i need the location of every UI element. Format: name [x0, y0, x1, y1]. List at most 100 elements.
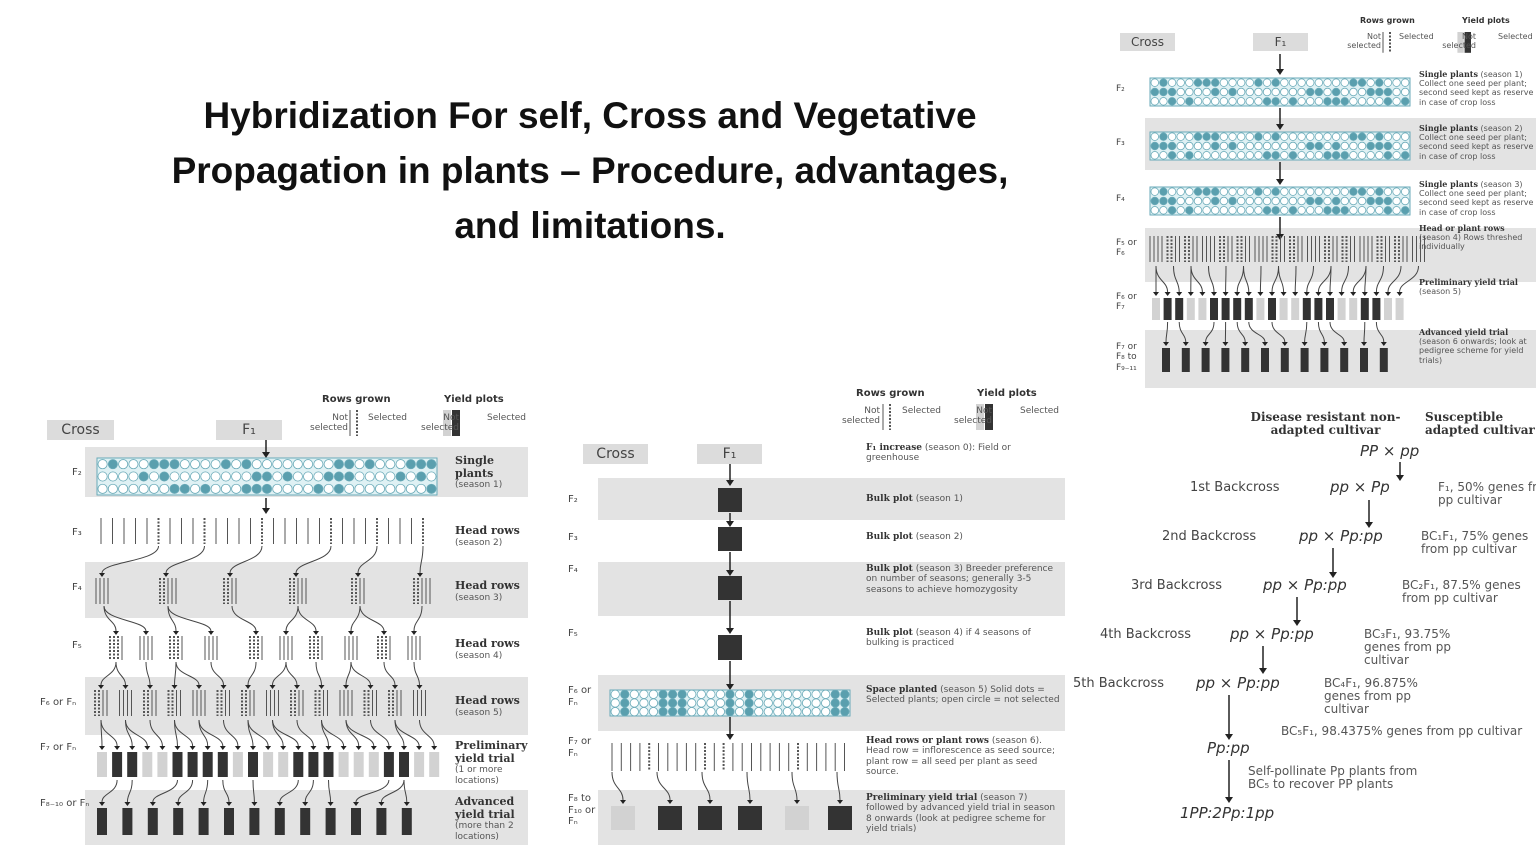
selection-curve — [701, 771, 711, 801]
selected-yield-plot — [1302, 298, 1311, 320]
unselected-plant-dot — [1314, 132, 1324, 141]
selected-yield-plot — [828, 806, 852, 830]
cross-box: Cross — [583, 444, 648, 464]
arrow-head — [417, 573, 423, 577]
unselected-plant-dot — [138, 459, 149, 470]
unselected-plant-dot — [1400, 87, 1410, 97]
unselected-yield-plot — [414, 752, 425, 777]
arrow-head — [1153, 292, 1159, 296]
selected-plant-dot — [1271, 187, 1280, 196]
unselected-plant-dot — [1236, 151, 1246, 160]
unselected-yield-plot — [429, 752, 440, 777]
selected-plant-dot — [725, 707, 735, 717]
unselected-plant-dot — [1193, 97, 1203, 106]
unselected-plant-dot — [1176, 87, 1185, 97]
selection-curve — [198, 719, 224, 747]
unselected-plant-dot — [251, 459, 262, 470]
unselected-plant-dot — [385, 459, 396, 470]
unselected-plant-dot — [1297, 87, 1306, 97]
unselected-plant-dot — [773, 689, 783, 699]
selection-curve — [1173, 265, 1180, 293]
arrow-head — [251, 802, 258, 806]
unselected-plant-dot — [696, 707, 706, 717]
legend-yield-plots: Yield plots — [444, 394, 504, 405]
selected-plant-dot — [667, 707, 678, 717]
arrow-head — [1396, 292, 1403, 296]
arrow-head — [794, 800, 800, 804]
unselected-plant-dot — [1366, 78, 1375, 87]
unselected-plant-dot — [1314, 206, 1324, 215]
backcross-step-name: 1st Backcross — [1190, 480, 1280, 495]
selected-plant-dot — [1167, 87, 1177, 97]
unselected-plant-dot — [1306, 78, 1315, 87]
unselected-plant-dot — [1349, 151, 1358, 160]
unselected-plant-dot — [1349, 97, 1358, 106]
selection-curve — [1243, 265, 1250, 293]
unselected-plant-dot — [272, 471, 283, 482]
unselected-plant-dot — [1219, 132, 1229, 141]
arrow-head — [1276, 69, 1284, 75]
unselected-plant-dot — [1228, 132, 1237, 141]
arrow-head — [401, 746, 407, 750]
arrow-head — [1242, 342, 1249, 346]
unselected-plant-dot — [1236, 97, 1246, 106]
arrow-head — [174, 746, 181, 750]
unselected-plant-dot — [792, 707, 802, 717]
stage-label: Head rows or plant rows (season 6). Head… — [866, 736, 1055, 778]
unselected-plant-dot — [354, 459, 365, 470]
selection-curve — [746, 771, 751, 801]
unselected-plant-dot — [706, 707, 716, 717]
arrow-head — [1187, 292, 1194, 296]
arrow-head — [1199, 292, 1206, 296]
unselected-plant-dot — [1254, 141, 1263, 151]
selected-yield-plot — [718, 576, 742, 600]
arrow-head — [200, 802, 207, 806]
selected-yield-plot — [1340, 348, 1349, 372]
generation-label: F₅ — [72, 640, 82, 651]
selection-curve — [350, 605, 361, 632]
unselected-plant-dot — [1280, 97, 1289, 106]
selection-curve — [272, 719, 299, 747]
unselected-yield-plot — [353, 752, 364, 777]
generation-label: F₈₋₁₀ or Fₙ — [40, 798, 90, 809]
selection-curve — [279, 779, 299, 803]
unselected-plant-dot — [1340, 78, 1349, 87]
unselected-plant-dot — [323, 483, 334, 494]
unselected-plant-dot — [706, 689, 716, 699]
unselected-plant-dot — [1392, 151, 1401, 160]
unselected-plant-dot — [282, 459, 293, 470]
stage-label: Head rows (season 3) — [455, 579, 520, 603]
backcross-cross: pp × Pp:pp — [1299, 527, 1383, 545]
selected-yield-plot — [1314, 298, 1323, 320]
selected-plant-dot — [1306, 87, 1315, 97]
selected-plant-dot — [169, 483, 180, 494]
generation-label: F₇ or Fₙ — [40, 742, 77, 753]
arrow-head — [340, 746, 347, 750]
unselected-plant-dot — [1357, 151, 1367, 160]
arrow-head — [355, 573, 361, 577]
unselected-plant-dot — [1202, 87, 1211, 97]
selected-plant-dot — [416, 471, 427, 482]
unselected-plant-dot — [1245, 97, 1254, 106]
selected-plant-dot — [333, 459, 344, 470]
unselected-plant-dot — [1176, 206, 1185, 215]
unselected-plant-dot — [405, 471, 416, 482]
selected-plant-dot — [1167, 151, 1177, 160]
selected-plant-dot — [1150, 141, 1159, 151]
unselected-plant-dot — [610, 707, 620, 717]
selected-plant-dot — [1202, 187, 1211, 196]
unselected-plant-dot — [354, 483, 365, 494]
arrow-head — [747, 800, 753, 804]
unselected-plant-dot — [1323, 187, 1332, 196]
selection-curve — [413, 605, 423, 632]
selected-yield-plot — [293, 752, 304, 777]
unselected-plant-dot — [1331, 132, 1341, 141]
unselected-plant-dot — [687, 707, 697, 717]
unselected-plant-dot — [763, 698, 773, 708]
arrow-head — [1315, 292, 1322, 296]
selection-curve — [357, 545, 378, 574]
selected-plant-dot — [1323, 151, 1332, 160]
legend-rows-grown: Rows grown — [322, 394, 391, 405]
selected-plant-dot — [1271, 151, 1280, 160]
selection-curve — [1306, 265, 1314, 293]
